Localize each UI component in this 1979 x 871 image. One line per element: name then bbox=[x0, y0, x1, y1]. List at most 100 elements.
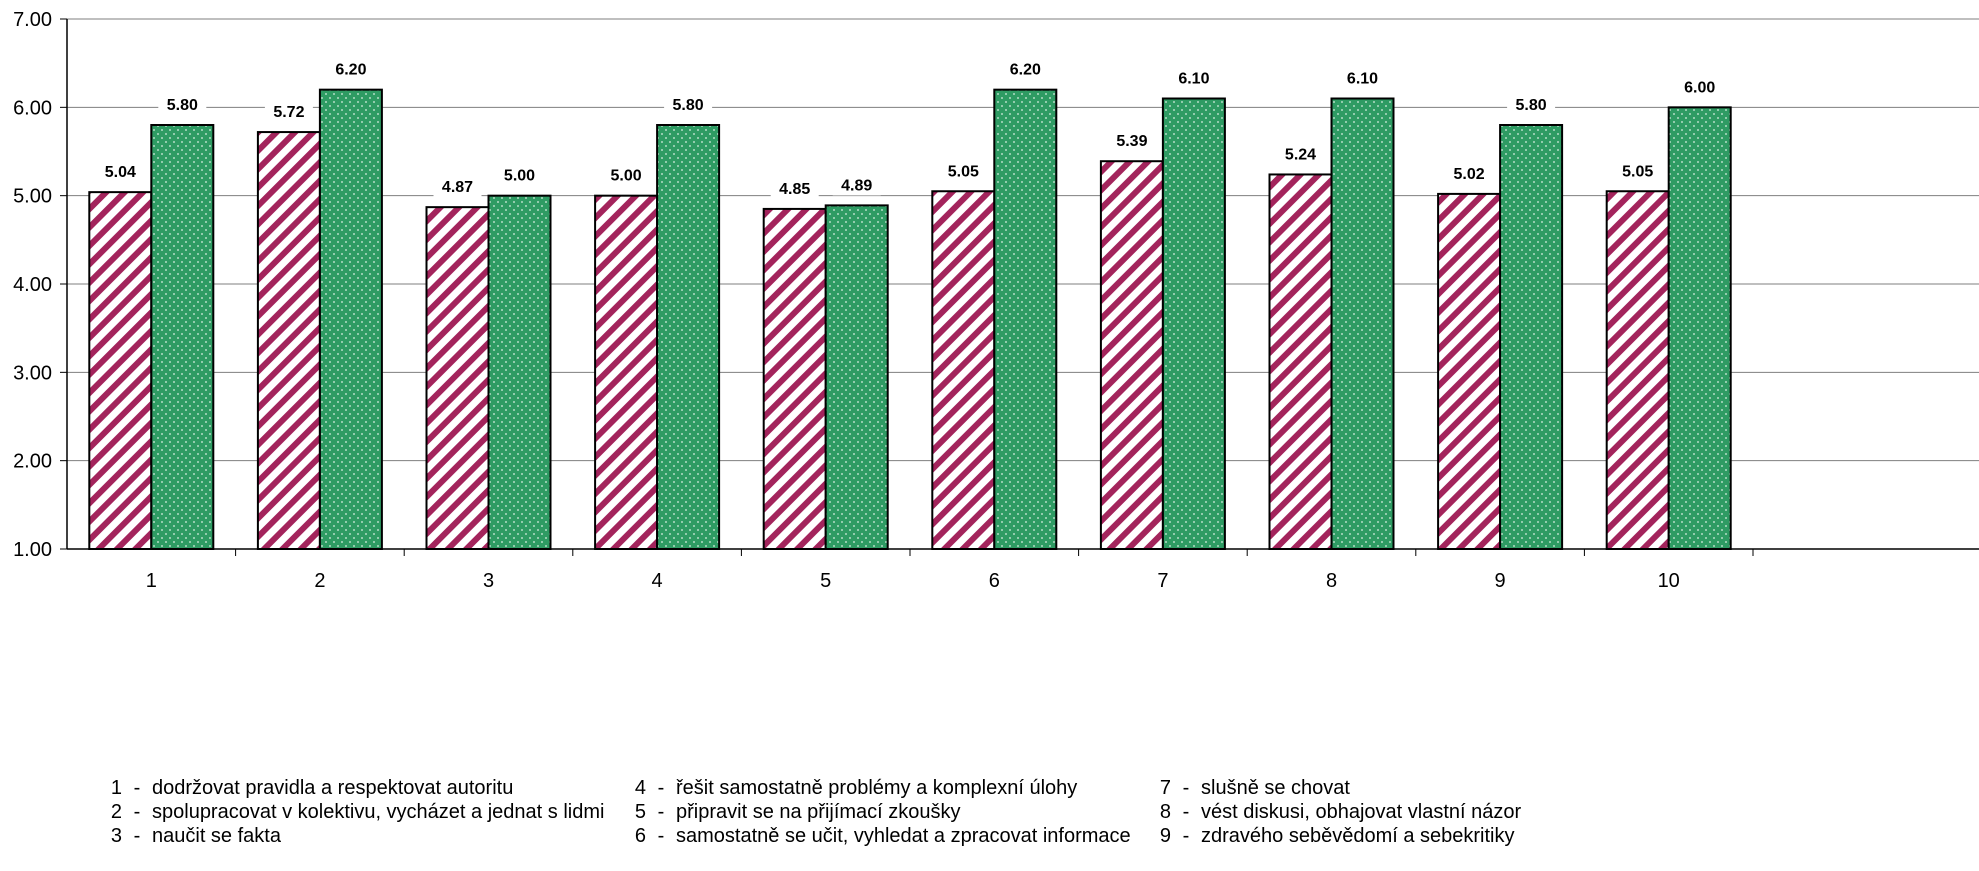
data-label-bg bbox=[96, 162, 145, 183]
bars: 5.04 5.80 5.72 6.20 4.87 5.00 5.00 5.80 4.85 4.89… bbox=[88, 59, 1732, 551]
axes bbox=[60, 18, 1979, 550]
x-tick-label: 7 bbox=[1157, 570, 1168, 592]
data-label: 5.80 bbox=[673, 97, 704, 114]
legend-separator: - bbox=[133, 801, 141, 823]
legend-item: 3- naučit se fakta bbox=[98, 824, 604, 848]
bar-series-2-cat-7 bbox=[1161, 97, 1226, 550]
legend-text: vést diskusi, obhajovat vlastní názor bbox=[1201, 801, 1522, 823]
x-tick-label: 9 bbox=[1495, 570, 1506, 592]
legend-separator: - bbox=[657, 825, 665, 847]
bar-series-1-cat-7 bbox=[1099, 160, 1164, 550]
data-label: 6.10 bbox=[1178, 71, 1209, 88]
x-axis-tick-labels: 1 2 3 4 5 6 7 8 9 10 bbox=[146, 549, 1754, 592]
data-label-bg bbox=[939, 161, 988, 182]
y-tick-label: 3.00 bbox=[13, 362, 52, 384]
y-tick-label: 4.00 bbox=[13, 274, 52, 296]
x-tick-label: 10 bbox=[1658, 570, 1680, 592]
x-tick-label: 2 bbox=[314, 570, 325, 592]
data-label-bg bbox=[1675, 77, 1724, 98]
legend-item: 5- připravit se na přijímací zkoušky bbox=[622, 800, 1131, 824]
data-label: 5.02 bbox=[1454, 166, 1485, 183]
data-label: 5.39 bbox=[1116, 133, 1147, 150]
legend-text: naučit se fakta bbox=[152, 825, 281, 847]
bar-series-1-cat-1 bbox=[88, 191, 153, 550]
y-tick-label: 5.00 bbox=[13, 186, 52, 208]
data-label-bg bbox=[326, 59, 375, 80]
data-label-bg bbox=[832, 175, 881, 196]
bar-series-1-cat-6 bbox=[931, 190, 996, 550]
legend-separator: - bbox=[657, 777, 665, 799]
bar-series-2-cat-5 bbox=[824, 204, 889, 550]
legend-separator: - bbox=[133, 825, 141, 847]
data-label: 6.20 bbox=[335, 62, 366, 79]
legend-text: dodržovat pravidla a respektovat autorit… bbox=[152, 777, 514, 799]
data-label-bg bbox=[1169, 68, 1218, 89]
legend-text: samostatně se učit, vyhledat a zpracovat… bbox=[676, 825, 1131, 847]
legend-text: zdravého seběvědomí a sebekritiky bbox=[1201, 825, 1515, 847]
legend-column-3: 7- slušně se chovat 8- vést diskusi, obhajo… bbox=[1147, 776, 1521, 848]
data-label-bg bbox=[1107, 131, 1156, 152]
data-label: 6.00 bbox=[1684, 79, 1715, 96]
bar-series-1-cat-5 bbox=[762, 207, 827, 551]
legend-item: 2- spolupracovat v kolektivu, vycházet a … bbox=[98, 800, 605, 824]
data-label: 5.05 bbox=[948, 163, 979, 180]
legend-item: 4- řešit samostatně problémy a komplexní … bbox=[622, 776, 1131, 800]
data-label-bg bbox=[1276, 144, 1325, 165]
data-label: 5.05 bbox=[1622, 163, 1653, 180]
bar-series-1-cat-10 bbox=[1605, 190, 1670, 550]
legend-number: 3 bbox=[110, 825, 122, 847]
legend-number: 6 bbox=[634, 825, 646, 847]
legend-number: 7 bbox=[1159, 777, 1171, 799]
data-label-bg bbox=[664, 95, 713, 115]
data-label-bg bbox=[264, 102, 313, 123]
x-tick-label: 1 bbox=[146, 570, 157, 592]
legend-item: 7- slušně se chovat bbox=[1147, 776, 1521, 800]
y-tick-label: 6.00 bbox=[13, 97, 52, 119]
data-label: 5.04 bbox=[105, 164, 136, 181]
data-label: 5.00 bbox=[611, 168, 642, 185]
bar-series-2-cat-9 bbox=[1499, 124, 1564, 550]
y-tick-label: 7.00 bbox=[13, 9, 52, 31]
data-label: 5.80 bbox=[1516, 97, 1547, 114]
data-label: 4.85 bbox=[779, 181, 810, 198]
data-label: 6.10 bbox=[1347, 71, 1378, 88]
data-label-bg bbox=[1613, 161, 1662, 182]
legend-number: 1 bbox=[110, 777, 122, 799]
legend-separator: - bbox=[1182, 777, 1190, 799]
legend-text: řešit samostatně problémy a komplexní úl… bbox=[676, 777, 1078, 799]
data-label-bg bbox=[1338, 68, 1387, 89]
x-tick-label: 6 bbox=[989, 570, 1000, 592]
x-tick-label: 4 bbox=[652, 570, 663, 592]
data-label-bg bbox=[158, 95, 207, 115]
legend-text: slušně se chovat bbox=[1201, 777, 1350, 799]
data-label-bg bbox=[1445, 163, 1494, 184]
bar-series-2-cat-6 bbox=[993, 88, 1058, 551]
legend-number: 8 bbox=[1159, 801, 1171, 823]
data-label-bg bbox=[602, 165, 651, 186]
x-tick-label: 8 bbox=[1326, 570, 1337, 592]
legend-separator: - bbox=[133, 777, 141, 799]
legend-column-1: 1- dodržovat pravidla a respektovat autor… bbox=[98, 776, 605, 848]
legend-number: 2 bbox=[110, 801, 122, 823]
legend-separator: - bbox=[1182, 801, 1190, 823]
x-tick-label: 3 bbox=[483, 570, 494, 592]
legend-number: 5 bbox=[634, 801, 646, 823]
bar-series-2-cat-4 bbox=[656, 124, 721, 550]
bar-series-2-cat-10 bbox=[1667, 106, 1732, 550]
bar-series-1-cat-4 bbox=[594, 194, 659, 551]
data-label-bg bbox=[770, 178, 819, 199]
bar-series-2-cat-2 bbox=[318, 88, 383, 551]
bar-series-2-cat-3 bbox=[487, 194, 552, 551]
legend-item: 9- zdravého seběvědomí a sebekritiky bbox=[1147, 824, 1521, 848]
bar-series-2-cat-1 bbox=[150, 124, 215, 550]
data-label: 5.72 bbox=[273, 104, 304, 121]
legend-separator: - bbox=[657, 801, 665, 823]
data-label: 5.24 bbox=[1285, 146, 1316, 163]
legend-text: připravit se na přijímací zkoušky bbox=[676, 801, 961, 823]
bar-series-1-cat-8 bbox=[1268, 173, 1333, 550]
legend-item: 1- dodržovat pravidla a respektovat autor… bbox=[98, 776, 604, 800]
x-tick-label: 5 bbox=[820, 570, 831, 592]
data-label-bg bbox=[1001, 59, 1050, 80]
data-label: 5.00 bbox=[504, 168, 535, 185]
